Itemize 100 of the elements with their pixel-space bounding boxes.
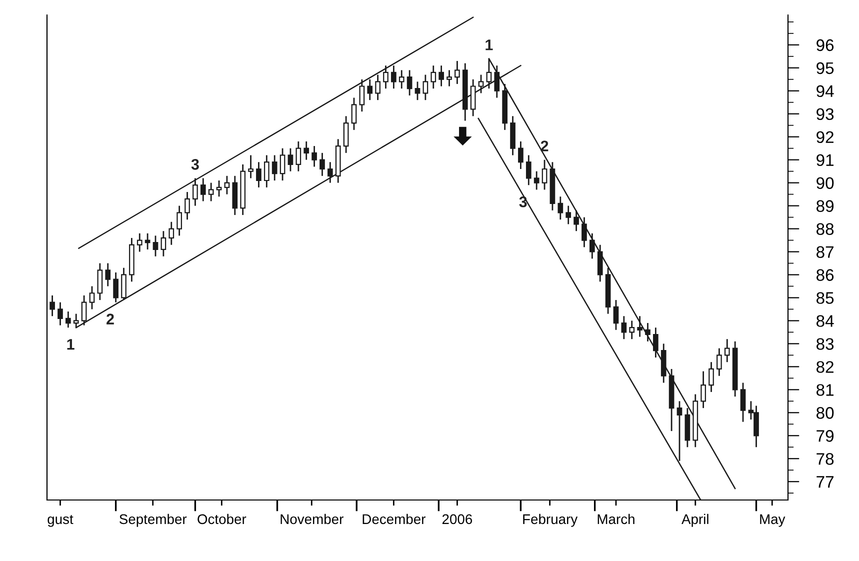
candlestick — [296, 140, 302, 172]
candlestick — [676, 400, 682, 462]
x-tick-label: 2006 — [442, 514, 472, 524]
candlestick — [160, 230, 166, 258]
y-tick-label: 91 — [816, 154, 834, 166]
candlestick — [121, 267, 126, 301]
y-tick-label: 90 — [816, 177, 834, 189]
candlestick — [406, 69, 412, 96]
candlestick — [272, 154, 278, 182]
candlestick — [351, 97, 357, 131]
candlestick — [391, 64, 396, 90]
y-tick-label: 81 — [816, 384, 834, 396]
candlestick — [50, 294, 55, 317]
candlestick — [97, 262, 103, 301]
candlestick — [168, 221, 174, 246]
y-tick-label: 89 — [816, 200, 834, 212]
candlestick — [470, 78, 476, 117]
candlestick — [327, 161, 333, 184]
candlestick — [637, 315, 642, 338]
y-tick-label: 84 — [816, 315, 834, 327]
candlestick — [288, 148, 294, 172]
y-tick-label: 83 — [816, 338, 834, 350]
candlestick — [176, 205, 182, 236]
candlestick — [58, 302, 63, 326]
candlestick — [414, 80, 420, 101]
annotation: 3 — [191, 158, 199, 170]
candlestick — [645, 322, 650, 342]
annotation: 2 — [106, 314, 114, 324]
x-tick-label: gust — [48, 514, 74, 527]
candlestick — [454, 60, 460, 85]
candlestick — [375, 74, 380, 101]
candlestick — [446, 69, 452, 87]
candlestick — [264, 154, 270, 188]
candlestick — [574, 210, 579, 232]
y-tick-label: 87 — [816, 246, 834, 258]
candlestick — [518, 140, 524, 170]
y-tick-label: 94 — [816, 85, 834, 98]
candlestick — [224, 175, 230, 195]
candlestick — [184, 191, 190, 220]
y-tick-label: 86 — [816, 269, 834, 281]
y-tick-label: 93 — [816, 108, 834, 120]
candlestick — [343, 115, 349, 154]
x-tick-label: March — [598, 514, 634, 524]
candlestick — [66, 310, 71, 328]
annotation: 2 — [540, 140, 548, 152]
candlestick — [280, 148, 286, 182]
candlestick — [582, 216, 587, 248]
y-tick-label: 88 — [816, 223, 834, 235]
candlestick — [367, 78, 373, 101]
candlestick — [740, 382, 746, 423]
candlestick — [192, 178, 198, 206]
candlestick — [613, 299, 619, 331]
x-tick-label: November — [280, 514, 344, 524]
candlestick — [430, 64, 436, 90]
x-tick-label: October — [198, 514, 246, 524]
candlestick — [716, 348, 722, 377]
x-tick-label: December — [362, 514, 426, 524]
y-tick-label: 79 — [816, 430, 834, 442]
candlestick — [89, 286, 95, 310]
y-tick-label: 92 — [816, 131, 834, 144]
candlestick — [208, 182, 214, 202]
y-tick-label: 95 — [816, 62, 834, 74]
annotation: 1 — [486, 40, 493, 50]
annotation: 1 — [67, 339, 74, 350]
candlestick — [621, 315, 627, 340]
candlestick — [422, 74, 428, 101]
candlestick — [248, 154, 254, 179]
candlestick — [653, 326, 658, 358]
candlestick — [438, 64, 444, 87]
candlestick — [312, 145, 317, 168]
candlestick — [526, 154, 532, 186]
y-tick-label: 78 — [816, 453, 834, 465]
candlestick — [589, 232, 595, 260]
y-tick-label: 82 — [816, 361, 834, 373]
annotation: 3 — [519, 196, 527, 208]
candlestick — [534, 170, 540, 190]
candlestick — [629, 320, 635, 340]
candlestick — [398, 69, 404, 90]
y-tick-label: 77 — [816, 476, 834, 488]
candlestick — [542, 159, 548, 190]
y-tick-label: 85 — [816, 292, 834, 304]
candlestick — [136, 232, 142, 252]
candlestick — [566, 205, 572, 225]
candlestick — [256, 161, 262, 188]
y-tick-label: 96 — [816, 39, 834, 52]
candlestick — [700, 370, 706, 409]
candlestick — [708, 361, 714, 393]
candlestick — [152, 234, 158, 258]
candlestick — [359, 78, 365, 112]
candlestick — [558, 196, 564, 220]
x-tick-label: April — [682, 514, 708, 527]
candlestick — [144, 232, 150, 250]
candlestick — [724, 338, 730, 363]
candlestick — [200, 178, 206, 202]
y-tick-label: 80 — [816, 407, 834, 419]
candlestick — [113, 272, 118, 304]
x-tick-label: May — [760, 514, 786, 527]
candlestick — [320, 152, 325, 177]
x-tick-label: September — [120, 514, 187, 527]
candlestick — [304, 140, 310, 161]
